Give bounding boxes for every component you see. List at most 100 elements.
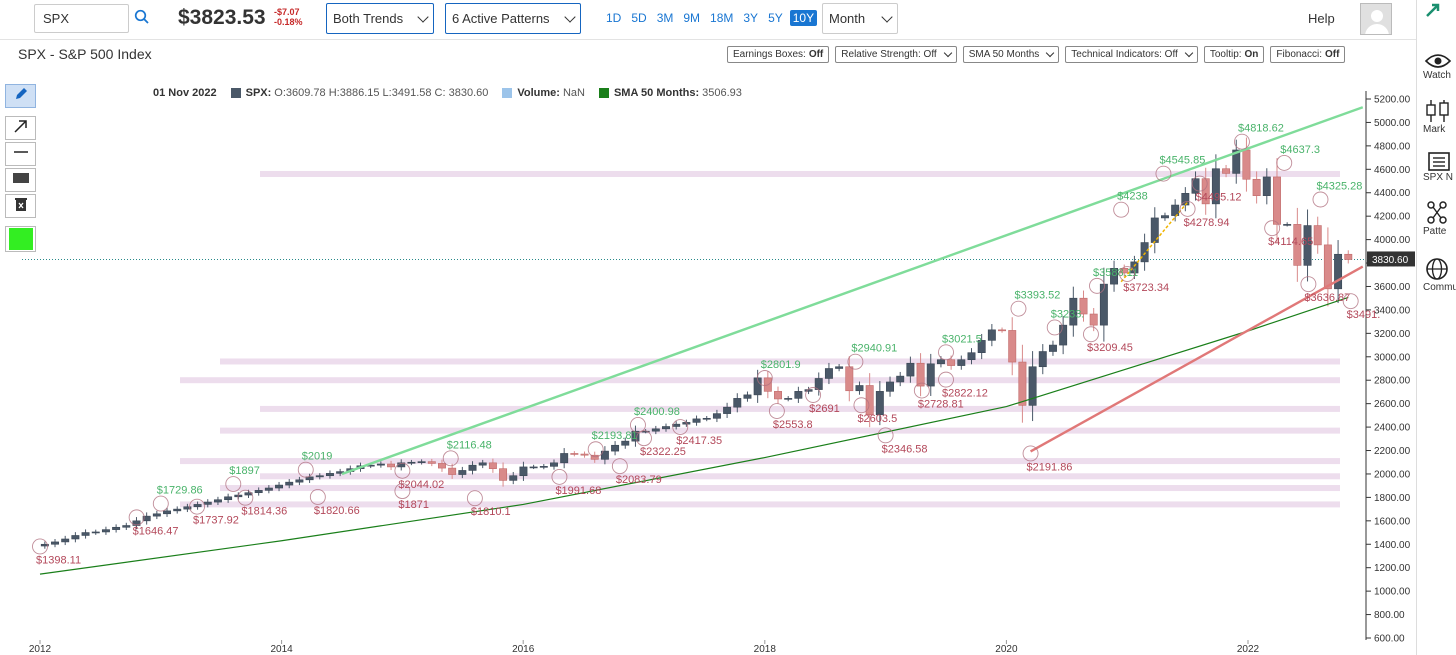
earnings-boxes-toggle[interactable]: Earnings Boxes: Off	[727, 46, 830, 63]
legend-sma-swatch	[598, 88, 609, 98]
candle-body	[417, 461, 426, 463]
sma-toggle[interactable]: SMA 50 Months	[962, 46, 1060, 63]
range-3m[interactable]: 3M	[656, 11, 674, 25]
pattern-marker	[756, 370, 773, 386]
candle-body	[784, 398, 793, 400]
candle-body	[132, 520, 141, 526]
sidebar-label-news: SPX N	[1423, 172, 1454, 183]
candle-body	[224, 496, 233, 501]
help-link[interactable]: Help	[1308, 11, 1335, 26]
sidebar-item-community[interactable]: Commu	[1423, 256, 1456, 293]
candle-body	[1171, 204, 1180, 216]
pattern-marker	[466, 490, 483, 507]
line-tool[interactable]	[5, 142, 36, 166]
y-tick-label: 1400.00	[1374, 540, 1411, 551]
candle-body	[40, 543, 49, 547]
pattern-select[interactable]: 6 Active Patterns	[445, 3, 581, 34]
y-tick-label: 5200.00	[1374, 95, 1411, 106]
range-10y[interactable]: 10Y	[789, 10, 818, 26]
pattern-marker	[587, 441, 604, 458]
support-zone	[180, 458, 1340, 465]
candle-body	[865, 385, 874, 416]
tooltip-toggle[interactable]: Tooltip: On	[1203, 46, 1265, 63]
arrow-tool[interactable]	[5, 116, 36, 140]
pencil-tool[interactable]	[5, 84, 36, 108]
range-9m[interactable]: 9M	[683, 11, 701, 25]
earnings-boxes-value: Off	[808, 49, 824, 60]
y-tick-label: 4600.00	[1374, 165, 1411, 176]
candle-body	[1283, 224, 1292, 226]
technical-indicators-toggle[interactable]: Technical Indicators: Off	[1065, 46, 1198, 63]
candle-body	[712, 413, 721, 419]
candle-body	[101, 529, 110, 533]
chevron-down-icon	[1046, 48, 1055, 58]
candle-body	[590, 454, 599, 460]
sidebar-item-trade[interactable]	[1423, 2, 1456, 18]
sidebar-label-patterns: Patte	[1423, 226, 1447, 237]
pattern-marker	[630, 417, 646, 433]
price-label: $3233.	[1051, 308, 1085, 320]
candle-body	[315, 475, 324, 478]
sidebar-item-market[interactable]: Mark	[1423, 98, 1456, 135]
candle-body	[1303, 225, 1312, 266]
candle-body	[305, 476, 314, 481]
candlestick-icon	[1423, 98, 1456, 124]
candle-body	[631, 430, 640, 442]
interval-select[interactable]: Month	[822, 3, 898, 34]
candle-body	[702, 417, 711, 420]
fibonacci-label: Fibonacci:	[1276, 49, 1322, 60]
search-icon[interactable]	[134, 9, 154, 29]
avatar[interactable]	[1360, 3, 1392, 35]
news-icon	[1423, 150, 1456, 172]
pattern-marker	[442, 450, 459, 467]
chevron-down-icon	[881, 10, 893, 23]
price-label: $1814.36	[241, 506, 287, 518]
y-tick-label: 5000.00	[1374, 118, 1411, 129]
pattern-marker	[1191, 175, 1208, 192]
color-picker[interactable]	[5, 226, 36, 252]
candle-body	[580, 453, 589, 456]
range-5d[interactable]: 5D	[631, 11, 647, 25]
sidebar-item-news[interactable]: SPX N	[1423, 150, 1456, 183]
delete-tool[interactable]	[5, 194, 36, 218]
pattern-marker	[1046, 319, 1063, 336]
candle-body	[478, 462, 487, 466]
fibonacci-toggle[interactable]: Fibonacci: Off	[1270, 46, 1346, 63]
range-selector: 1D 5D 3M 9M 18M 3Y 5Y 10Y	[603, 10, 821, 26]
candle-body	[804, 389, 813, 392]
pattern-marker	[297, 461, 314, 478]
candle-body	[926, 363, 935, 387]
sidebar-item-patterns[interactable]: Patte	[1423, 200, 1456, 237]
fibonacci-value: Off	[1325, 49, 1340, 60]
price-label: $3588.11	[1093, 267, 1138, 279]
relative-strength-toggle[interactable]: Relative Strength: Off	[835, 46, 957, 63]
price-label: $1810.1	[471, 506, 511, 518]
price-label: $2940.91	[851, 343, 897, 355]
price-label: $2193.81	[592, 430, 638, 442]
candle-body	[1089, 313, 1098, 326]
pencil-icon	[13, 86, 29, 107]
pattern-marker	[309, 489, 326, 505]
range-3y[interactable]: 3Y	[743, 11, 759, 25]
candle-body	[723, 406, 732, 414]
price-chart[interactable]: 5200.00 5000.00 4800.00 4600.00 4400.00 4200.…	[0, 0, 1416, 655]
price-label: $2346.58	[882, 443, 928, 455]
candle-body	[875, 391, 884, 416]
price-label: $2822.12	[942, 388, 988, 400]
technical-indicators-label: Technical Indicators: Off	[1071, 49, 1178, 60]
legend-volume-value: NaN	[562, 87, 585, 99]
trend-select[interactable]: Both Trends	[326, 3, 434, 34]
range-18m[interactable]: 18M	[710, 11, 734, 25]
pattern-marker	[394, 483, 411, 500]
symbol-search-input[interactable]	[34, 4, 129, 33]
price-label: $3021.5	[942, 333, 982, 345]
support-zone	[260, 170, 1340, 177]
price-label: $3393.52	[1014, 290, 1060, 302]
sidebar-item-watch[interactable]: Watch	[1423, 52, 1456, 81]
candle-body	[264, 487, 273, 491]
rectangle-tool[interactable]	[5, 168, 36, 192]
candle-body	[1313, 225, 1322, 246]
range-5y[interactable]: 5Y	[768, 11, 783, 25]
candle-body	[550, 462, 558, 467]
range-1d[interactable]: 1D	[606, 11, 622, 25]
